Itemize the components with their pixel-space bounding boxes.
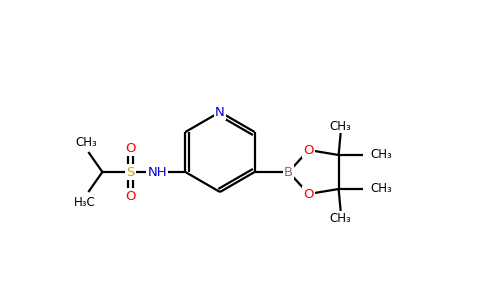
Text: CH₃: CH₃ [371,148,393,161]
Text: CH₃: CH₃ [76,136,97,148]
Text: CH₃: CH₃ [330,212,351,224]
Text: H₃C: H₃C [74,196,95,208]
Text: S: S [126,166,135,178]
Text: B: B [284,166,293,178]
Text: O: O [125,142,136,154]
Text: CH₃: CH₃ [330,119,351,133]
Text: O: O [303,188,314,200]
Text: CH₃: CH₃ [371,182,393,196]
Text: N: N [215,106,225,118]
Text: NH: NH [148,166,167,178]
Text: O: O [125,190,136,202]
Text: O: O [303,143,314,157]
